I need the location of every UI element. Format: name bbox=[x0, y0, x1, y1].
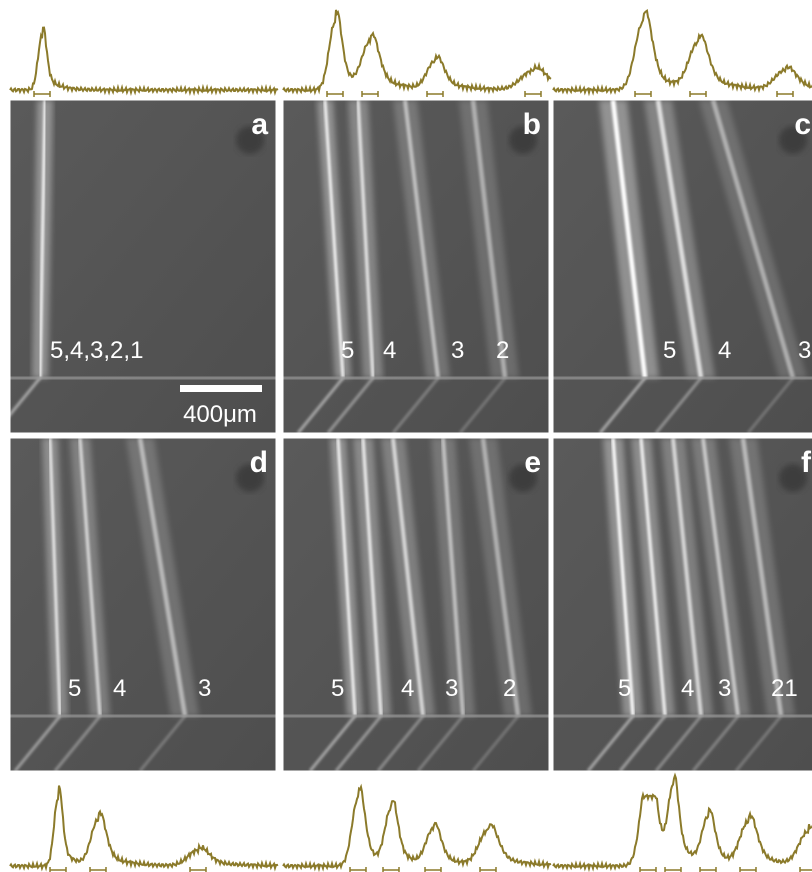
beam-label: 4 bbox=[383, 337, 396, 364]
beam-label: 5 bbox=[663, 337, 676, 364]
beam-label: 3 bbox=[451, 337, 464, 364]
intensity-profile bbox=[10, 786, 278, 869]
intensity-profile bbox=[553, 11, 812, 93]
range-bracket bbox=[90, 867, 106, 872]
beam-label: 4 bbox=[718, 337, 731, 364]
range-bracket bbox=[425, 867, 441, 872]
range-bracket bbox=[690, 91, 706, 97]
beam-label: 3 bbox=[198, 675, 211, 702]
beam-label: 2 bbox=[496, 337, 509, 364]
beam-label: 5 bbox=[618, 675, 631, 702]
range-bracket bbox=[525, 91, 541, 97]
beam-label: 21 bbox=[771, 675, 798, 702]
range-bracket bbox=[700, 867, 716, 872]
beam-label: 5 bbox=[331, 675, 344, 702]
panel: a 5,4,3,2,1 bbox=[0, 100, 276, 433]
intensity-profile bbox=[283, 787, 551, 869]
panel-letter: a bbox=[251, 108, 268, 141]
range-bracket bbox=[34, 91, 50, 97]
panel-letter: f bbox=[801, 446, 812, 479]
range-bracket bbox=[427, 91, 443, 97]
panel-letter: d bbox=[250, 446, 268, 479]
range-bracket bbox=[327, 91, 343, 97]
range-bracket bbox=[665, 867, 681, 872]
range-bracket bbox=[480, 867, 496, 872]
scale-bar bbox=[180, 385, 262, 392]
panel: b 5 4 3 2 bbox=[283, 100, 549, 433]
beam-label: 2 bbox=[503, 675, 516, 702]
figure: a5,4,3,2,1b5432c543d543e5432f54321400μm bbox=[0, 0, 812, 872]
beam-label: 5 bbox=[68, 675, 81, 702]
range-bracket bbox=[362, 91, 378, 97]
panel-letter: c bbox=[794, 108, 811, 141]
range-bracket bbox=[383, 867, 399, 872]
range-bracket bbox=[50, 867, 66, 872]
range-bracket bbox=[740, 867, 756, 872]
panel-letter: e bbox=[524, 446, 541, 479]
range-bracket bbox=[800, 867, 812, 872]
range-bracket bbox=[640, 867, 656, 872]
beam-label: 5,4,3,2,1 bbox=[50, 337, 143, 364]
intensity-profile bbox=[283, 10, 551, 92]
range-bracket bbox=[635, 91, 651, 97]
beam-label: 4 bbox=[113, 675, 126, 702]
beam-label: 4 bbox=[401, 675, 414, 702]
panel: e 5 4 3 2 bbox=[283, 438, 549, 771]
range-bracket bbox=[190, 867, 206, 872]
range-bracket bbox=[350, 867, 366, 872]
beam-label: 3 bbox=[718, 675, 731, 702]
intensity-profile bbox=[553, 776, 812, 869]
range-bracket bbox=[777, 91, 793, 97]
intensity-profile bbox=[10, 28, 278, 93]
panel-letter: b bbox=[523, 108, 541, 141]
beam-label: 4 bbox=[681, 675, 694, 702]
beam-label: 5 bbox=[341, 337, 354, 364]
scale-bar-label: 400μm bbox=[183, 401, 257, 428]
beam-label: 3 bbox=[445, 675, 458, 702]
beam-label: 3 bbox=[798, 337, 811, 364]
panel: c 5 4 3 bbox=[553, 100, 812, 433]
panel: d 5 4 3 bbox=[10, 438, 276, 771]
